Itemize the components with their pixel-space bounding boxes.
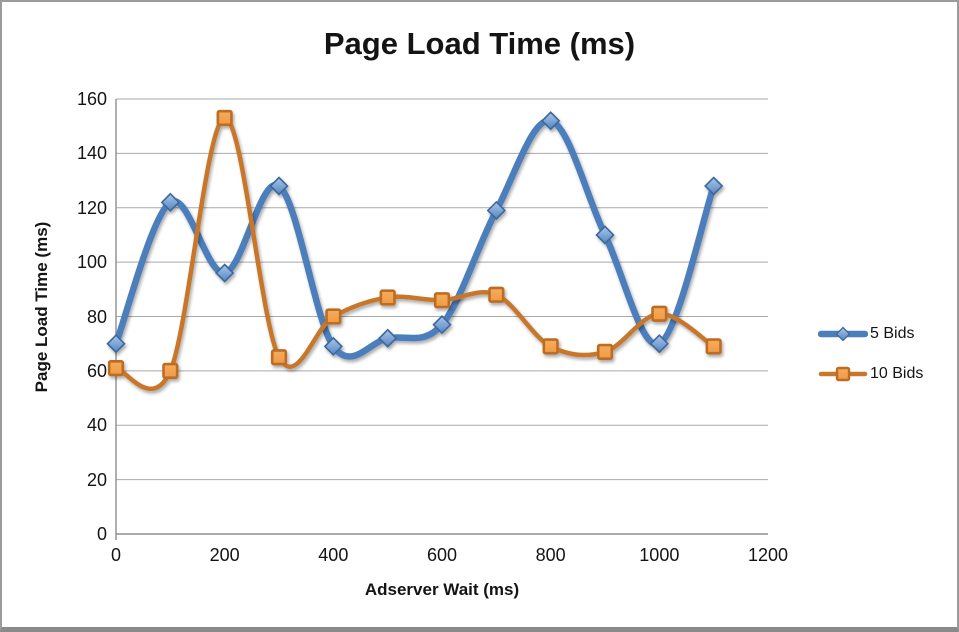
data-point-marker[interactable] — [215, 263, 235, 283]
y-tick-label: 100 — [76, 252, 107, 273]
series-10-bids[interactable] — [107, 109, 722, 391]
x-tick-label: 0 — [110, 545, 121, 565]
y-tick-label: 140 — [76, 143, 107, 164]
series-5-bids[interactable] — [106, 111, 724, 360]
x-axis-title: Adserver Wait (ms) — [364, 580, 520, 599]
data-point-marker[interactable] — [542, 338, 559, 355]
data-point-marker[interactable] — [325, 308, 342, 325]
x-tick-label: 400 — [318, 545, 349, 565]
y-tick-label: 40 — [86, 415, 107, 436]
x-tick-label: 1000 — [639, 545, 680, 565]
series-line[interactable] — [112, 117, 717, 360]
data-point-marker[interactable] — [379, 289, 396, 306]
data-point-marker[interactable] — [486, 200, 506, 221]
data-point-marker[interactable] — [162, 362, 179, 379]
y-tick-label: 20 — [86, 469, 107, 490]
y-tick-label: 0 — [96, 524, 107, 544]
legend-item-5-bids[interactable]: 5 Bids — [818, 320, 923, 347]
data-point-marker[interactable] — [107, 360, 125, 377]
data-point-marker[interactable] — [432, 315, 452, 335]
y-tick-label: 160 — [76, 89, 107, 109]
data-point-marker[interactable] — [433, 292, 451, 309]
chart-title: Page Load Time (ms) — [323, 26, 636, 61]
data-point-marker[interactable] — [595, 225, 615, 245]
data-point-marker[interactable] — [160, 192, 180, 212]
data-point-marker[interactable] — [269, 176, 289, 196]
data-point-marker[interactable] — [106, 334, 126, 354]
legend: 5 Bids 10 Bids — [818, 320, 923, 400]
data-point-marker[interactable] — [323, 336, 343, 357]
data-point-marker[interactable] — [704, 176, 724, 196]
data-point-marker[interactable] — [705, 338, 722, 355]
x-tick-label: 200 — [209, 545, 240, 565]
data-point-marker[interactable] — [541, 111, 561, 131]
legend-label: 10 Bids — [870, 364, 924, 382]
legend-line-square-icon — [818, 366, 868, 381]
x-tick-label: 800 — [535, 545, 566, 565]
data-point-marker[interactable] — [216, 109, 233, 127]
data-point-marker[interactable] — [649, 334, 669, 354]
x-tick-label: 1200 — [747, 545, 789, 565]
y-tick-label: 80 — [86, 306, 107, 327]
y-tick-label: 60 — [86, 360, 107, 381]
x-tick-label: 600 — [426, 545, 458, 565]
legend-item-10-bids[interactable]: 10 Bids — [818, 360, 923, 387]
data-point-marker[interactable] — [651, 305, 668, 322]
data-point-marker[interactable] — [378, 328, 398, 348]
data-point-marker[interactable] — [596, 343, 614, 360]
data-point-marker[interactable] — [270, 349, 288, 366]
legend-line-diamond-icon — [818, 326, 868, 341]
legend-label: 5 Bids — [870, 324, 915, 342]
data-point-marker[interactable] — [488, 286, 505, 303]
y-tick-label: 120 — [76, 197, 107, 218]
